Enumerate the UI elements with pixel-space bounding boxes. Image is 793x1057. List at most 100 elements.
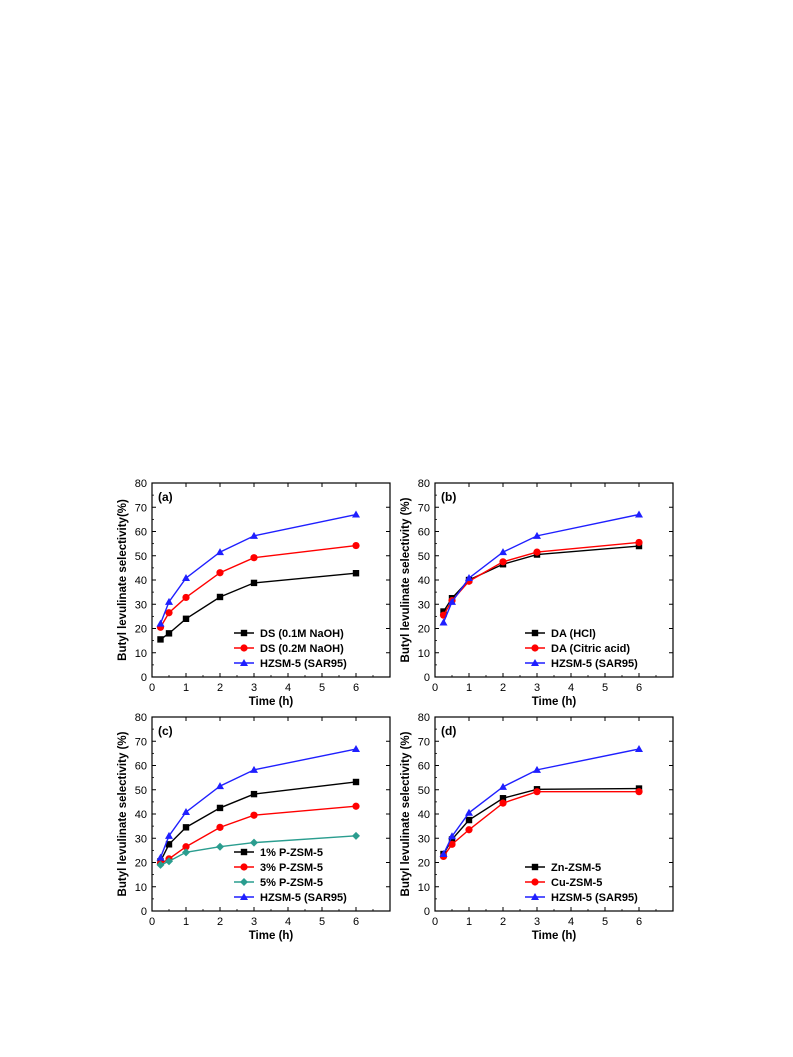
x-tick-label: 5 [602,682,608,694]
data-point [533,765,541,773]
x-tick-label: 0 [149,916,155,928]
data-point [352,802,360,810]
legend-marker [240,659,248,666]
y-tick-label: 0 [141,906,147,918]
data-point [499,799,507,807]
x-tick-label: 6 [636,682,642,694]
x-tick-label: 1 [183,916,189,928]
data-point [448,597,456,605]
data-point [216,593,224,601]
data-point [156,853,165,861]
x-tick-label: 4 [285,682,291,694]
x-tick-label: 0 [149,682,155,694]
panel-label: (d) [441,724,456,738]
x-tick-label: 6 [353,916,359,928]
data-point [635,510,643,518]
legend-marker [531,659,539,666]
x-tick-label: 4 [568,682,574,694]
series-line [442,790,639,857]
y-tick-label: 30 [135,599,147,611]
data-point [250,531,258,539]
x-axis-label: Time (h) [532,930,577,942]
legend-marker [240,644,248,652]
data-point [216,782,224,790]
x-tick-label: 4 [285,916,291,928]
data-point [165,841,173,848]
legend-marker [240,893,248,900]
data-point [165,857,173,866]
x-tick-label: 2 [500,916,506,928]
data-point [465,826,473,834]
data-point [182,824,190,831]
x-tick-label: 0 [432,916,438,928]
y-axis-label: Butyl levulinate selectivity(%) [117,499,129,661]
y-tick-label: 20 [135,624,147,636]
legend-marker [240,629,248,637]
data-point [165,609,173,617]
series-line [160,835,357,866]
y-tick-label: 0 [141,672,147,684]
y-tick-label: 30 [418,599,430,611]
y-tick-label: 50 [418,785,430,797]
y-tick-label: 10 [418,882,430,894]
x-tick-label: 5 [319,682,325,694]
data-point [635,745,643,753]
data-point [216,804,224,812]
x-tick-label: 5 [602,916,608,928]
data-point [250,838,258,847]
y-axis-label: Butyl levulinate selectivity (%) [400,497,412,662]
data-point [182,843,190,851]
y-tick-label: 80 [418,712,430,724]
x-tick-label: 2 [217,916,223,928]
data-point [465,574,473,582]
data-point [635,788,643,796]
data-point [250,579,258,587]
y-tick-label: 30 [418,833,430,845]
y-tick-label: 20 [418,624,430,636]
data-point [250,790,258,798]
data-point [216,548,224,556]
y-tick-label: 40 [135,809,147,821]
y-axis-label: Butyl levulinate selectivity (%) [117,731,129,896]
x-tick-label: 6 [353,682,359,694]
data-point [216,823,224,831]
panel-label: (a) [158,490,173,504]
data-point [156,860,165,869]
y-tick-label: 60 [418,527,430,539]
series-line [159,781,357,862]
panel-label: (b) [441,490,456,504]
y-tick-label: 20 [418,858,430,870]
y-tick-label: 60 [135,761,147,773]
data-point [352,510,360,518]
x-axis-label: Time (h) [249,696,294,708]
series-line [159,513,357,624]
legend-label: DS (0.1M NaOH) [260,628,344,640]
data-point [499,548,507,556]
y-tick-label: 80 [135,712,147,724]
data-point [448,836,456,843]
data-point [439,618,448,626]
data-point [448,832,456,840]
y-tick-label: 70 [135,502,147,514]
data-point [352,541,360,550]
data-point [352,831,360,840]
x-tick-label: 1 [466,916,472,928]
data-point [499,782,507,790]
y-tick-label: 60 [418,761,430,773]
legend-marker [531,893,539,900]
y-tick-label: 40 [418,575,430,587]
legend-label: Cu-ZSM-5 [551,877,602,889]
data-point [448,840,456,848]
series-line [442,541,640,616]
y-tick-label: 10 [135,648,147,660]
data-point [157,636,164,643]
y-tick-label: 0 [424,672,430,684]
x-tick-label: 3 [534,682,540,694]
data-point [250,554,258,562]
data-point [216,569,224,577]
data-point [635,542,643,550]
